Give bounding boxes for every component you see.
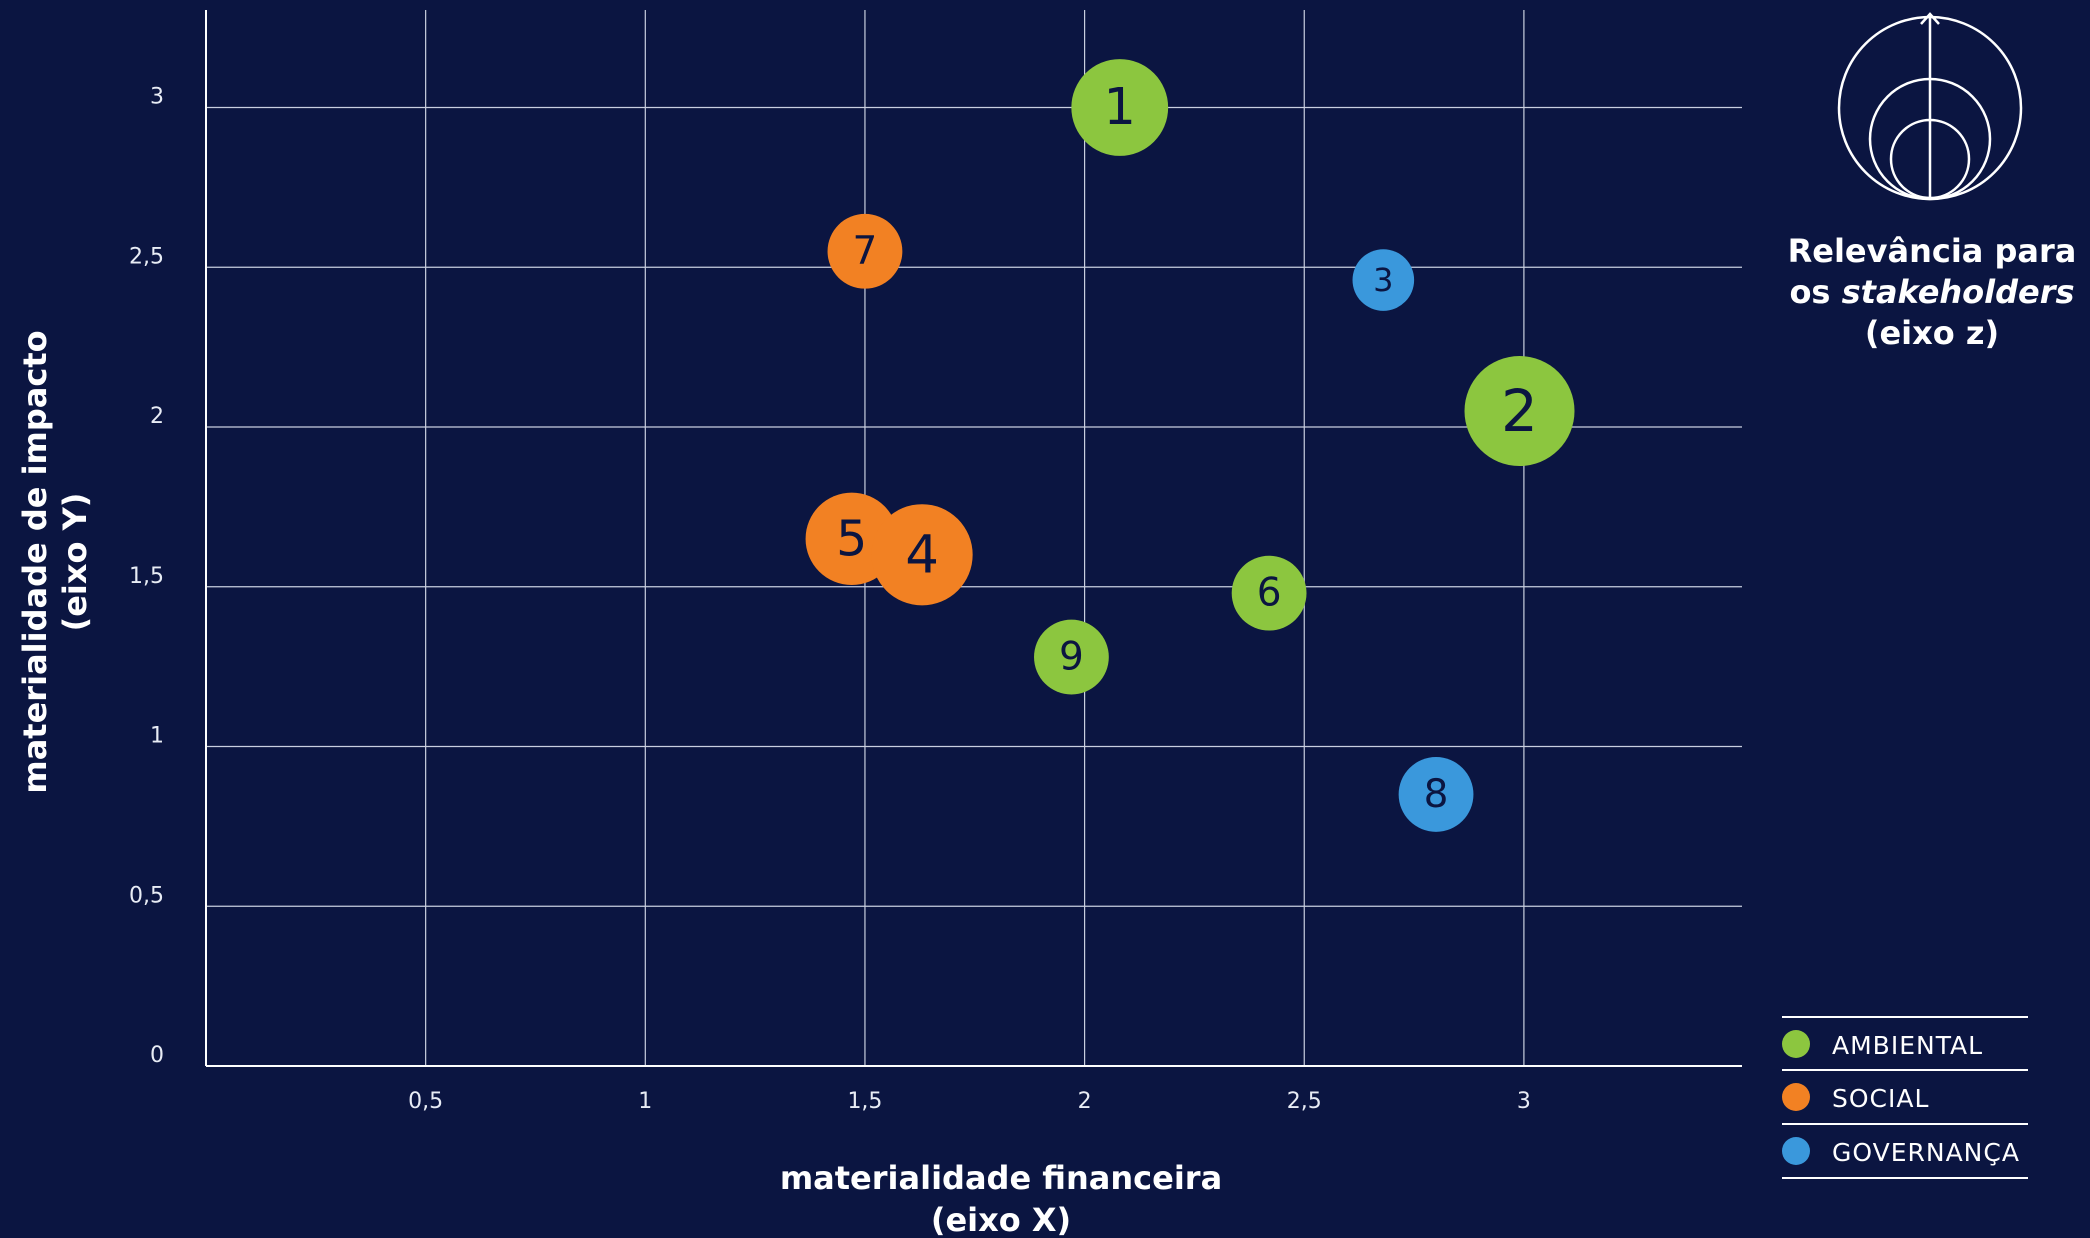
z-axis-title-line2: os stakeholders — [1789, 273, 2074, 311]
x-tick-label: 3 — [1517, 1089, 1531, 1114]
grid-lines — [206, 10, 1742, 1066]
x-tick-label: 0,5 — [408, 1089, 443, 1114]
y-tick-label: 2 — [150, 404, 164, 429]
bubble-circle — [1231, 555, 1307, 631]
z-axis-title-line3: (eixo z) — [1865, 314, 1999, 352]
legend-swatch-governanca — [1782, 1137, 1810, 1165]
bubble-label: 3 — [1373, 261, 1393, 299]
bubble-label: 7 — [853, 229, 878, 274]
bubble-label: 2 — [1501, 377, 1538, 445]
bubble-circle — [1352, 249, 1415, 311]
legend-swatch-social — [1782, 1083, 1810, 1111]
legend-label-governanca: GOVERNANÇA — [1832, 1138, 2020, 1167]
bubble-7-social: 7 — [827, 213, 903, 289]
legend-swatch-ambiental — [1782, 1030, 1810, 1058]
bubble-6-ambiental: 6 — [1231, 555, 1307, 631]
legend: AMBIENTAL SOCIAL GOVERNANÇA — [1782, 1016, 2028, 1179]
y-axis-title: materialidade de impacto (eixo Y) — [16, 330, 94, 793]
bubble-2-ambiental: 2 — [1464, 356, 1575, 467]
bubble-label: 5 — [836, 510, 867, 567]
bubble-label: 6 — [1257, 571, 1282, 616]
x-tick-label: 1,5 — [847, 1089, 882, 1114]
x-tick-label: 1 — [638, 1089, 652, 1114]
bubble-8-governanca: 8 — [1398, 757, 1474, 832]
y-tick-label: 0 — [150, 1043, 164, 1068]
z-axis-icon — [1837, 12, 2023, 201]
y-axis-title-line1: materialidade de impacto — [16, 330, 54, 793]
y-tick-label: 1 — [150, 724, 164, 749]
bubble-label: 4 — [905, 524, 939, 585]
bubble-circle — [1034, 619, 1109, 695]
y-axis-title-line2: (eixo Y) — [56, 493, 94, 632]
bubbles: 1 7 3 2 5 4 6 9 8 — [805, 59, 1575, 832]
bubble-label: 9 — [1059, 635, 1084, 680]
bubble-circle — [1071, 59, 1169, 156]
tick-labels: 0,5 1 1,5 2 2,5 3 0 0,5 1 1,5 2 2,5 3 — [129, 85, 1531, 1115]
bubble-9-ambiental: 9 — [1034, 619, 1109, 695]
x-axis-title-line1: materialidade financeira — [780, 1159, 1222, 1197]
z-axis-title-italic: stakeholders — [1842, 273, 2075, 311]
x-tick-label: 2,5 — [1287, 1089, 1322, 1114]
y-tick-label: 0,5 — [129, 883, 164, 908]
x-axis-title-line2: (eixo X) — [931, 1201, 1071, 1238]
bubble-label: 8 — [1424, 772, 1449, 817]
bubble-label: 1 — [1104, 78, 1136, 137]
bubble-circle — [1398, 757, 1474, 832]
z-axis-title-line1: Relevância para — [1788, 232, 2077, 270]
bubble-4-social: 4 — [871, 504, 973, 606]
z-axis-title-prefix: os — [1789, 273, 1841, 311]
y-tick-label: 3 — [150, 85, 164, 110]
axes — [205, 10, 1742, 1067]
bubble-1-ambiental: 1 — [1071, 59, 1169, 156]
bubble-circle — [1464, 356, 1575, 467]
legend-label-social: SOCIAL — [1832, 1084, 1929, 1113]
y-tick-label: 2,5 — [129, 244, 164, 269]
bubble-circle — [827, 213, 903, 289]
y-tick-label: 1,5 — [129, 564, 164, 589]
bubble-3-governanca: 3 — [1352, 249, 1415, 311]
legend-label-ambiental: AMBIENTAL — [1832, 1031, 1983, 1060]
x-tick-label: 2 — [1078, 1089, 1092, 1114]
bubble-circle — [871, 504, 973, 606]
